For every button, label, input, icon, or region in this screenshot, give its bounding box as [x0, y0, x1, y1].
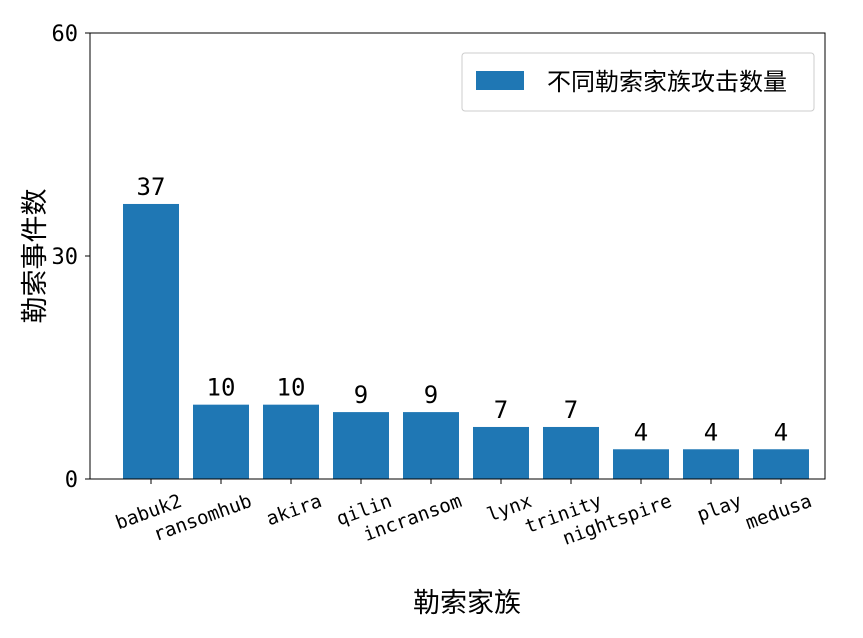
bar-ransomhub: [193, 405, 249, 479]
value-label-babuk2: 37: [137, 173, 166, 201]
value-label-ransomhub: 10: [207, 374, 236, 402]
x-tick-label-akira: akira: [263, 490, 324, 530]
y-tick-label-30: 30: [52, 245, 79, 270]
x-tick-label-medusa: medusa: [743, 490, 815, 534]
value-label-lynx: 7: [494, 396, 508, 424]
value-label-medusa: 4: [774, 418, 788, 446]
bar-qilin: [333, 412, 389, 479]
bar-trinity: [543, 427, 599, 479]
x-axis-label: 勒索家族: [413, 588, 521, 619]
bar-medusa: [753, 449, 809, 479]
legend: 不同勒索家族攻击数量: [462, 53, 814, 111]
value-label-nightspire: 4: [634, 418, 648, 446]
bar-play: [683, 449, 739, 479]
y-axis-ticks: 0 30 60: [52, 22, 91, 493]
bar-akira: [263, 405, 319, 479]
value-label-akira: 10: [277, 374, 306, 402]
bar-nightspire: [613, 449, 669, 479]
value-label-qilin: 9: [354, 381, 368, 409]
bar-babuk2: [123, 204, 179, 479]
y-tick-label-60: 60: [52, 22, 79, 47]
x-tick-label-play: play: [694, 490, 745, 526]
bar-lynx: [473, 427, 529, 479]
value-label-trinity: 7: [564, 396, 578, 424]
value-label-play: 4: [704, 418, 718, 446]
legend-swatch: [476, 71, 524, 90]
bar-incransom: [403, 412, 459, 479]
y-tick-label-0: 0: [65, 468, 78, 493]
legend-label: 不同勒索家族攻击数量: [547, 68, 787, 96]
value-label-incransom: 9: [424, 381, 438, 409]
y-axis-label: 勒索事件数: [20, 189, 51, 324]
